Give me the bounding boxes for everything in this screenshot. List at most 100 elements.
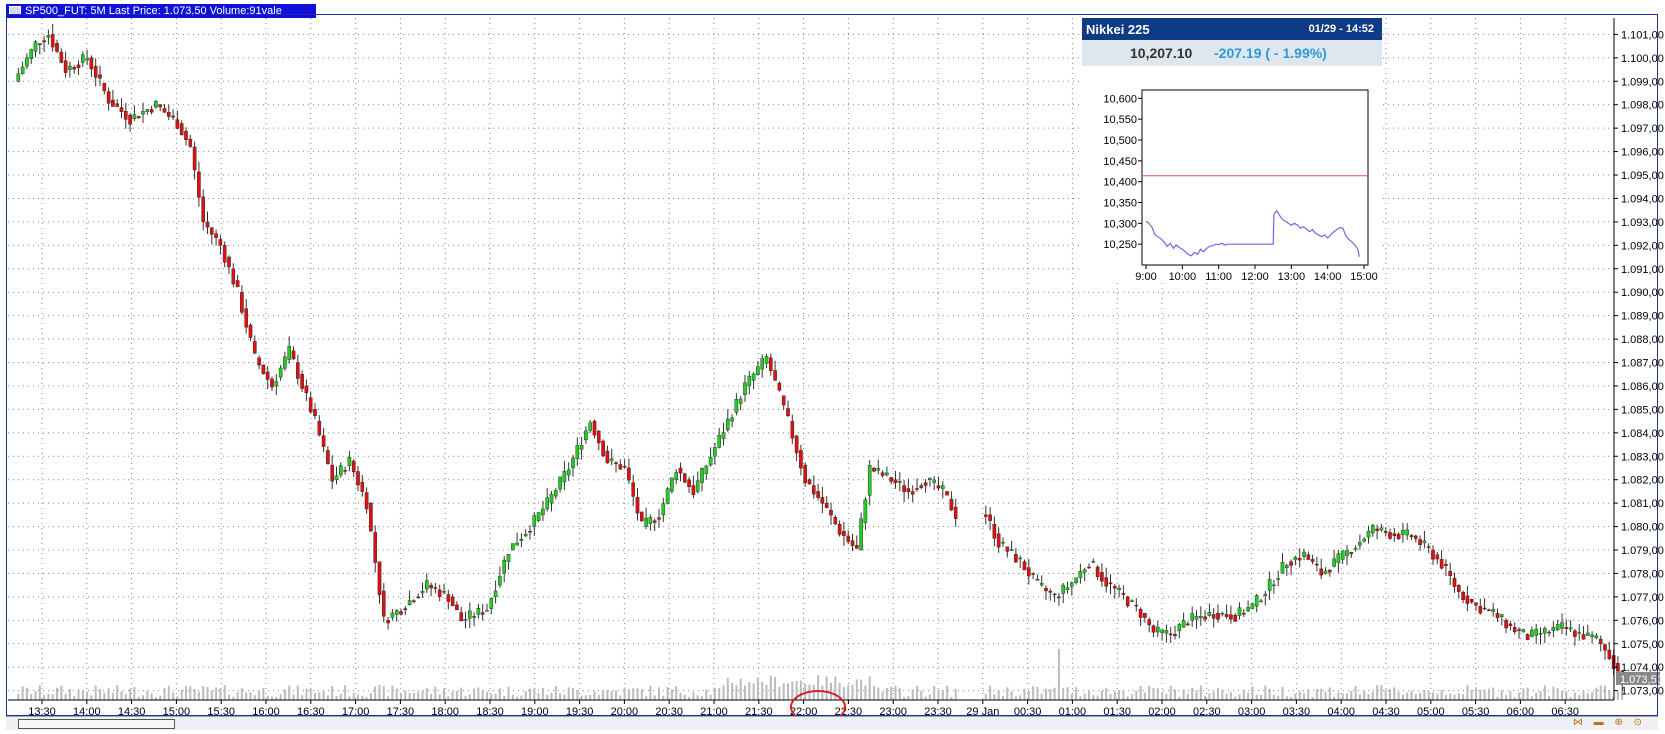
volume-bar [688,696,691,700]
volume-bar [1462,694,1465,700]
candle-body [1095,566,1100,577]
candle-body [1431,549,1435,560]
volume-bar [34,691,37,700]
volume-bar [864,685,867,700]
candle-body [601,440,605,457]
candle-body [1061,584,1065,594]
candle-body [304,385,309,393]
y-tick-label: 1.091,00 [1621,264,1664,276]
volume-bar [1148,685,1151,700]
volume-bar [1113,691,1116,700]
y-tick-label: 1.084,00 [1621,428,1664,440]
candle-body [274,381,279,387]
volume-bar [873,685,875,700]
zoom-icons[interactable]: ⋈ ▬ ⊕ ⊙ [1572,717,1646,728]
candle-body [1254,595,1259,607]
candle-body [988,514,992,521]
volume-bar [1466,685,1469,700]
volume-bar [554,685,557,700]
candle-body [1078,570,1083,578]
candle-body [399,611,403,615]
candle-body [252,341,257,354]
candle-body [1134,604,1139,607]
candle-body [231,268,236,285]
candle-body [1487,609,1491,611]
volume-bar [258,690,261,700]
scroll-thumb[interactable] [18,719,175,729]
candle-body [1315,563,1319,566]
candle-body [446,594,451,602]
volume-bar [1182,689,1185,700]
candle-body [1246,607,1250,612]
candle-body [713,447,717,457]
volume-bar [1303,693,1305,700]
candle-body [747,375,752,387]
candle-body [609,458,614,462]
inset-y-label: 10,500 [1103,135,1137,147]
candle-body [394,610,399,615]
candle-body [1160,629,1164,633]
volume-bar [666,687,669,700]
candle-body [622,466,627,468]
candle-body [205,221,210,228]
volume-bar [1453,694,1456,700]
candle-body [1104,577,1108,587]
candle-body [360,481,365,492]
inset-x-label: 14:00 [1314,271,1342,280]
volume-bar [937,689,940,700]
candle-body [764,356,769,364]
candle-body [171,115,175,118]
volume-bar [1135,690,1138,700]
candle-body [665,488,670,504]
candle-body [812,485,816,495]
volume-bar [950,696,953,700]
candle-body [1272,584,1276,587]
volume-bar [1156,688,1159,700]
volume-bar [103,692,106,700]
volume-bar [1393,687,1396,700]
candle-body [364,492,369,510]
volume-bar [1363,691,1366,700]
volume-bar [344,685,347,700]
volume-bar [210,690,213,700]
volume-bar [1376,685,1379,700]
volume-bar [245,692,248,700]
volume-bar [1075,687,1078,700]
candle-body [1181,620,1186,628]
candle-body [1422,540,1427,544]
candle-body [885,472,889,476]
volume-bar [1212,691,1215,700]
volume-bar [1079,696,1082,700]
volume-bar [868,676,871,700]
candle-body [25,57,29,67]
candle-body [506,554,511,562]
candle-body [1297,558,1302,561]
candle-body [936,485,941,489]
volume-bar [1475,687,1477,700]
candle-body [463,618,468,621]
candle-body [377,561,382,596]
volume-bar [782,683,785,700]
volume-bar [357,694,359,700]
inset-plot-area [1141,89,1369,266]
candle-body [992,524,997,539]
candle-body [1074,577,1078,584]
volume-bar [86,691,89,700]
volume-bar [1264,685,1267,700]
horizontal-scrollbar[interactable]: ⋈ ▬ ⊕ ⊙ [6,716,1658,730]
volume-bar [1487,688,1490,700]
candle-body [1396,533,1401,539]
y-tick-label: 1.095,00 [1621,170,1664,182]
volume-bar [503,695,506,700]
candle-body [145,109,150,112]
candle-body [1147,619,1151,626]
candle-body [1388,532,1392,539]
volume-bar [1100,690,1103,700]
volume-bar [232,696,235,700]
candle-body [59,51,64,63]
candle-body [46,35,51,38]
candle-body [1327,569,1332,573]
candle-body [717,435,721,448]
volume-bar [228,694,230,700]
